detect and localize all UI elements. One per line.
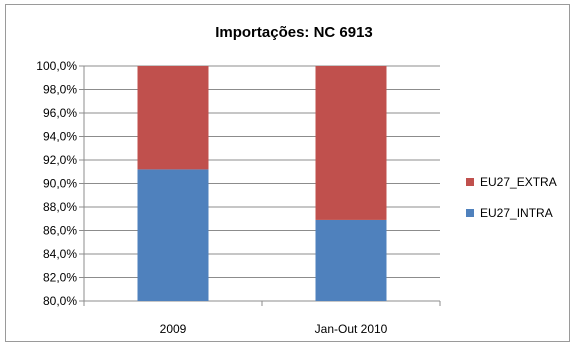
bar-eu27-intra [137, 169, 209, 301]
y-tick-label: 100,0% [36, 59, 77, 73]
y-tick-label: 94,0% [43, 130, 77, 144]
legend: EU27_EXTRA EU27_INTRA [466, 175, 557, 220]
y-tick-label: 90,0% [43, 177, 77, 191]
legend-label: EU27_INTRA [480, 206, 553, 220]
y-tick-label: 84,0% [43, 247, 77, 261]
bar-eu27-extra [315, 66, 387, 220]
y-tick-label: 92,0% [43, 153, 77, 167]
bar-eu27-extra [137, 66, 209, 170]
x-tick-label: Jan-Out 2010 [315, 322, 388, 336]
chart-area [5, 4, 570, 342]
legend-swatch [466, 209, 474, 217]
legend-label: EU27_EXTRA [480, 175, 557, 189]
y-tick-label: 96,0% [43, 106, 77, 120]
y-tick-label: 86,0% [43, 224, 77, 238]
x-tick-label: 2009 [160, 322, 187, 336]
y-tick-label: 88,0% [43, 200, 77, 214]
chart-title: Importações: NC 6913 [215, 24, 373, 41]
plot-area: 80,0% 82,0% 84,0% 86,0% 88,0% 90,0% 92,0% 94,0%… [36, 59, 441, 336]
y-tick-label: 98,0% [43, 83, 77, 97]
legend-swatch [466, 178, 474, 186]
bar-eu27-intra [315, 219, 387, 301]
y-tick-label: 80,0% [43, 294, 77, 308]
y-tick-label: 82,0% [43, 271, 77, 285]
